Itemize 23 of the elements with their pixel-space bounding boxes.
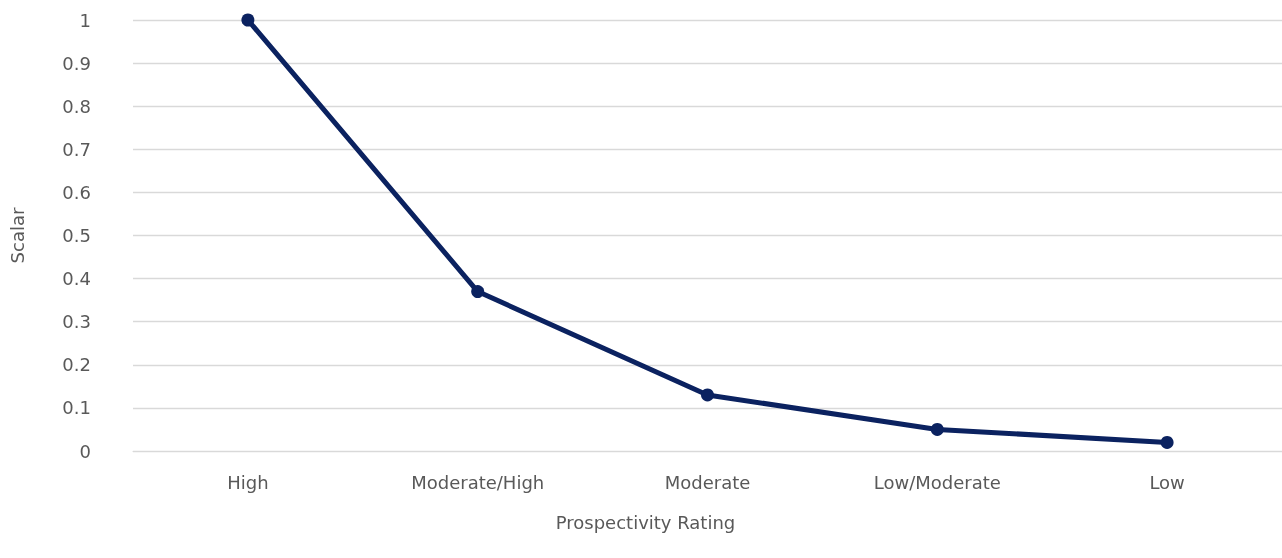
x-tick-label: Moderate xyxy=(664,471,751,493)
y-tick-label: 0.8 xyxy=(62,95,91,117)
y-tick-label: 0.5 xyxy=(62,225,91,246)
y-tick-label: 0.3 xyxy=(62,311,91,333)
y-tick-label: 0.9 xyxy=(62,52,91,74)
point xyxy=(701,388,714,402)
x-tick-label: High xyxy=(227,471,269,493)
y-tick-label: 0 xyxy=(79,440,91,462)
point xyxy=(930,422,944,436)
x-tick-label: Moderate/High xyxy=(411,471,545,493)
y-tick-label: 0.6 xyxy=(62,181,91,203)
x-tick-label: Low/Moderate xyxy=(873,471,1001,493)
x-tick-label: Low xyxy=(1149,471,1185,493)
y-tick-label: 0.1 xyxy=(62,397,91,419)
y-axis-title: Scalar xyxy=(6,207,28,264)
y-tick-label: 0.7 xyxy=(62,138,91,160)
point xyxy=(241,13,255,27)
y-tick-label: 0.2 xyxy=(62,354,91,376)
x-axis-title: Prospectivity Rating xyxy=(555,511,736,533)
point xyxy=(1160,435,1174,449)
point xyxy=(471,285,485,299)
y-tick-label: 0.4 xyxy=(62,268,91,290)
y-tick-label: 1 xyxy=(79,9,91,31)
